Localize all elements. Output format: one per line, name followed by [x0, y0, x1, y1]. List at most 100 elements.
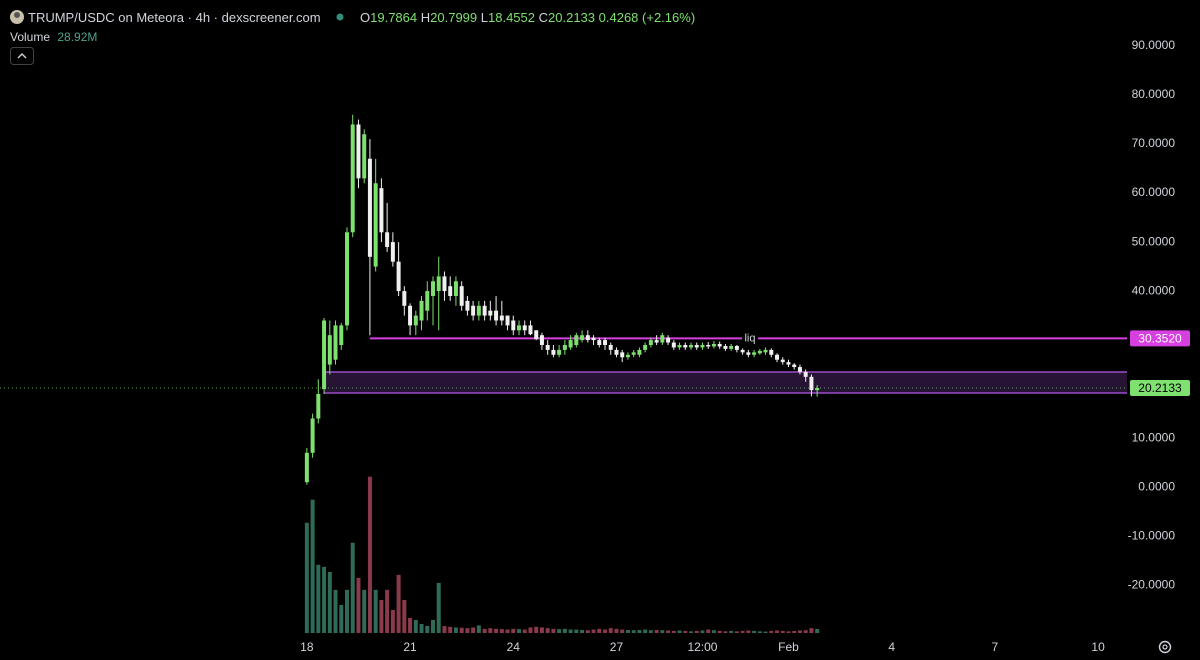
- volume-bar: [786, 631, 791, 633]
- candle-body: [729, 345, 734, 349]
- y-tick-label: 80.0000: [1132, 87, 1176, 101]
- header: TRUMP/USDC on Meteora · 4h · dexscreener…: [0, 0, 1200, 70]
- volume-bar: [373, 589, 378, 633]
- volume-bar: [625, 629, 630, 633]
- y-tick-label: -10.0000: [1128, 528, 1176, 542]
- status-dot: [336, 13, 344, 21]
- volume-bar: [717, 630, 722, 633]
- volume-bar: [689, 631, 694, 633]
- x-tick-label: 27: [610, 640, 624, 654]
- collapse-button-arrow[interactable]: [17, 53, 27, 59]
- volume-bar: [780, 630, 785, 633]
- candle-body: [539, 335, 544, 345]
- change-percent: (+2.16%): [642, 10, 696, 25]
- volume-bar: [706, 629, 711, 633]
- volume-bar: [448, 626, 453, 633]
- candle-body: [379, 188, 384, 233]
- volume-bar: [700, 630, 705, 633]
- candle-body: [413, 315, 418, 326]
- volume-bar: [482, 628, 487, 633]
- volume-bar: [809, 628, 814, 633]
- candle-body: [580, 335, 585, 341]
- volume-bar: [396, 574, 401, 633]
- volume-bar: [637, 629, 642, 633]
- candle-body: [442, 276, 447, 292]
- candle-body: [557, 349, 562, 355]
- change-value: 0.4268: [598, 10, 639, 25]
- candle-body: [694, 344, 699, 348]
- candle-body: [534, 330, 539, 340]
- settings-icon[interactable]: [1158, 640, 1172, 654]
- volume-bar: [608, 628, 613, 633]
- volume-bar: [557, 629, 562, 633]
- volume-bar: [757, 631, 762, 633]
- volume-bar: [711, 630, 716, 633]
- candle-body: [448, 286, 453, 296]
- candle-body: [769, 349, 774, 355]
- candle-body: [373, 183, 378, 267]
- candle-body: [545, 344, 550, 350]
- candle-body: [528, 325, 533, 335]
- collapse-button-frame[interactable]: [10, 47, 34, 65]
- x-tick-label: 21: [403, 640, 417, 654]
- candle-body: [666, 337, 671, 343]
- volume-bar: [723, 631, 728, 633]
- volume-bar: [442, 626, 447, 633]
- level-label: liq: [744, 332, 755, 344]
- ohlc-letter: O: [360, 10, 371, 25]
- x-tick-label: 10: [1091, 640, 1105, 654]
- candle-body: [390, 242, 395, 262]
- candle-body: [671, 342, 676, 348]
- candle-body: [419, 300, 424, 321]
- candle-body: [614, 349, 619, 355]
- volume-bar: [367, 476, 372, 633]
- volume-bar: [345, 589, 350, 633]
- x-tick-label: 18: [300, 640, 314, 654]
- collapse-button[interactable]: [10, 47, 34, 65]
- volume-bar: [499, 629, 504, 633]
- settings-icon-ring[interactable]: [1158, 640, 1172, 654]
- candle-body: [453, 281, 458, 296]
- volume-bar: [746, 630, 751, 633]
- candle-body: [339, 325, 344, 345]
- candle-body: [775, 354, 780, 360]
- close-value: 20.2133: [548, 10, 596, 25]
- volume-bar: [494, 628, 499, 633]
- ohlc-readout: O19.7864 H20.7999 L18.4552 C20.2133 0.42…: [360, 10, 695, 25]
- candle-body: [700, 344, 705, 348]
- volume-bar: [614, 628, 619, 633]
- settings-icon-hub[interactable]: [1162, 644, 1168, 650]
- candle-body: [356, 124, 361, 179]
- candle-body: [494, 310, 499, 321]
- volume-bar: [316, 564, 321, 633]
- volume-bar: [511, 628, 516, 633]
- y-tick-label: 90.0000: [1132, 38, 1176, 52]
- volume-bar: [528, 627, 533, 633]
- candle-body: [591, 337, 596, 341]
- volume-bar: [585, 630, 590, 633]
- candle-body: [677, 344, 682, 348]
- candle-body: [746, 352, 751, 355]
- low-value: 18.4552: [488, 10, 535, 25]
- volume-bar: [488, 628, 493, 633]
- volume-bar: [654, 629, 659, 633]
- candle-body: [603, 340, 608, 345]
- candle-body: [367, 158, 372, 257]
- volume-bar: [694, 630, 699, 633]
- volume-bar: [431, 619, 436, 633]
- candle-body: [637, 349, 642, 355]
- volume-bar: [476, 625, 481, 633]
- candle-body: [706, 344, 711, 347]
- volume-bar: [333, 589, 338, 633]
- candle-body: [476, 305, 481, 316]
- level-badge-label: 30.3520: [1138, 332, 1182, 346]
- volume-bar: [436, 582, 441, 633]
- volume-bar: [671, 630, 676, 633]
- volume-bar: [322, 566, 327, 633]
- candle-body: [408, 305, 413, 326]
- candle-body: [803, 371, 808, 377]
- candle-body: [345, 232, 350, 326]
- candle-body: [333, 325, 338, 360]
